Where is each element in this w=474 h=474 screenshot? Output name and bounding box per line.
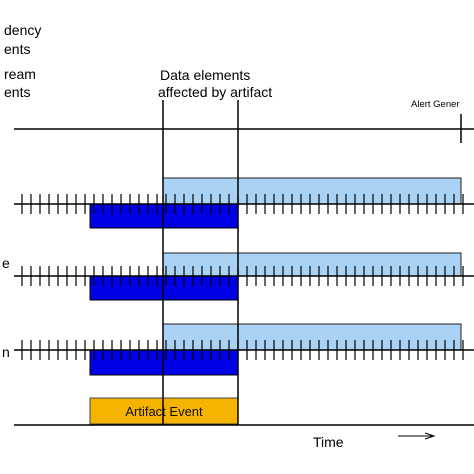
label-row3: n	[2, 344, 10, 360]
time-arrow-head	[424, 432, 436, 440]
label-top-left-2: ents	[4, 41, 30, 57]
label-stream-1: ream	[4, 66, 36, 82]
dependent-block-row2	[89, 275, 239, 301]
time-axis-label: Time	[313, 434, 344, 450]
affected-block-row1	[162, 177, 462, 205]
label-alert: Alert Gener	[411, 99, 460, 110]
artifact-event-box	[89, 397, 239, 425]
affected-block-row2	[162, 252, 462, 277]
affected-block-row3	[162, 323, 462, 351]
dependent-block-row3	[89, 349, 239, 376]
label-affected-2: affected by artifact	[158, 84, 272, 100]
label-affected-1: Data elements	[160, 67, 250, 83]
label-stream-2: ents	[4, 84, 30, 100]
artifact-event-label: Artifact Event	[125, 404, 203, 419]
ticks-row1	[21, 194, 464, 214]
label-row2: e	[2, 255, 10, 271]
label-top-left-1: dency	[4, 22, 41, 38]
